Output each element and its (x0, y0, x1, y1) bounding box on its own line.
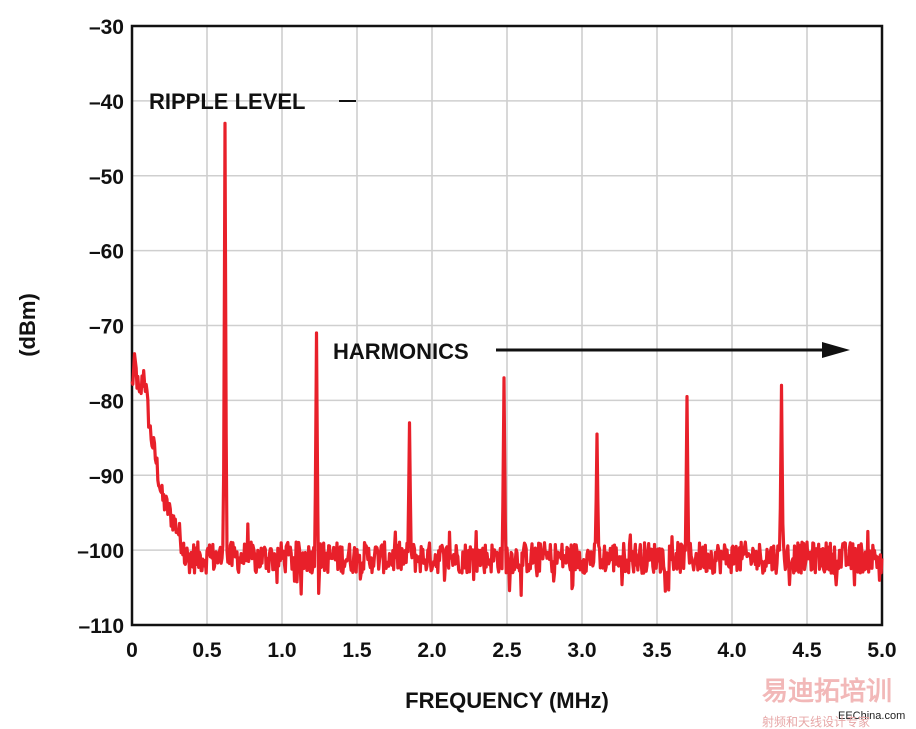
y-tick-label: –90 (89, 465, 124, 488)
spectrum-peak-point (780, 383, 783, 387)
x-tick-label: 3.0 (567, 639, 596, 662)
x-tick-label: 0 (126, 639, 138, 662)
x-axis-title: FREQUENCY (MHz) (405, 688, 609, 713)
plot-frame (130, 24, 884, 627)
watermark-site: EEChina.com (838, 710, 905, 722)
annotation-ripple-level: RIPPLE LEVEL (149, 89, 305, 114)
y-tick-label: –30 (89, 16, 124, 39)
x-tick-label: 1.0 (267, 639, 296, 662)
x-tick-label: 2.0 (417, 639, 446, 662)
x-tick-label: 2.5 (492, 639, 522, 662)
annotation-harmonics: HARMONICS (333, 339, 469, 364)
spectrum-peak-point (315, 331, 318, 335)
y-tick-label: –100 (77, 540, 124, 563)
axes-layer (130, 24, 884, 627)
watermark-sub: 射频和天线设计专家 (762, 714, 870, 729)
x-tick-label: 1.5 (342, 639, 372, 662)
grid-layer (132, 26, 882, 625)
spectrum-peak-point (408, 421, 411, 425)
spectrum-peak-point (595, 432, 599, 436)
watermark-brand: 易迪拓培训 (762, 677, 892, 707)
y-tick-label: –70 (89, 316, 124, 339)
y-tick-label: –60 (89, 241, 124, 264)
x-tick-label: 4.0 (717, 639, 746, 662)
harmonics-arrow-head (822, 342, 850, 358)
x-tick-label: 4.5 (792, 639, 822, 662)
y-tick-label: –40 (89, 91, 124, 114)
series-layer (130, 121, 884, 597)
y-tick-label: –50 (89, 166, 124, 189)
spectrum-peak-point (685, 395, 689, 399)
y-tick-label: –110 (78, 615, 124, 638)
y-tick-label: –80 (89, 390, 124, 413)
x-tick-label: 3.5 (642, 639, 672, 662)
tick-labels: 0 0.5 1.0 1.5 2.0 2.5 3.0 3.5 4.0 4.5 5.0 –30 –40 –50… (77, 16, 896, 662)
spectrum-series-line (130, 121, 884, 597)
spectrum-peak-point (502, 376, 506, 380)
x-tick-label: 0.5 (192, 639, 222, 662)
y-axis-title: (dBm) (15, 293, 40, 357)
x-tick-label: 5.0 (867, 639, 896, 662)
spectrum-peak-point (223, 121, 227, 125)
